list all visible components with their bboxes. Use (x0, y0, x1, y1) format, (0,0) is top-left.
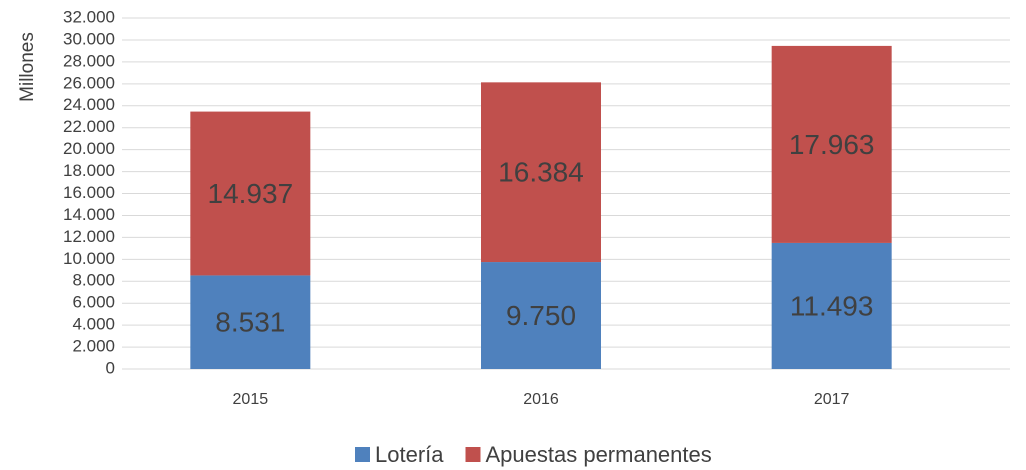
legend-label: Lotería (375, 442, 444, 467)
y-tick-label: 16.000 (63, 183, 115, 202)
y-tick-label: 12.000 (63, 227, 115, 246)
y-tick-label: 22.000 (63, 117, 115, 136)
data-label: 14.937 (208, 178, 294, 209)
y-tick-label: 10.000 (63, 249, 115, 268)
x-tick-label: 2017 (814, 391, 850, 408)
y-tick-label: 28.000 (63, 51, 115, 70)
bar-segment (190, 111, 311, 276)
y-tick-label: 24.000 (63, 95, 115, 114)
x-tick-label: 2015 (233, 391, 269, 408)
y-tick-label: 18.000 (63, 161, 115, 180)
legend-label: Apuestas permanentes (486, 442, 712, 467)
y-axis-title: Millones (17, 32, 38, 102)
data-label: 9.750 (506, 300, 576, 331)
bar-segment (771, 242, 892, 369)
bar-segment (481, 82, 601, 263)
data-label: 17.963 (789, 129, 875, 160)
y-tick-label: 26.000 (63, 73, 115, 92)
x-tick-label: 2016 (523, 391, 559, 408)
data-label: 16.384 (498, 157, 584, 188)
y-tick-label: 0 (106, 358, 115, 377)
y-tick-label: 2.000 (72, 337, 115, 356)
bar-segment (481, 262, 601, 369)
y-tick-label: 4.000 (72, 315, 115, 334)
y-tick-label: 30.000 (63, 29, 115, 48)
bar-segment (190, 275, 311, 369)
bar-segment (771, 45, 892, 243)
y-tick-label: 20.000 (63, 139, 115, 158)
y-tick-label: 14.000 (63, 205, 115, 224)
y-tick-label: 8.000 (72, 271, 115, 290)
data-label: 8.531 (215, 307, 285, 338)
legend-swatch (465, 447, 481, 462)
legend-swatch (355, 447, 370, 462)
y-tick-label: 6.000 (72, 293, 115, 312)
data-label: 11.493 (790, 290, 874, 321)
y-tick-label: 32.000 (63, 7, 115, 26)
